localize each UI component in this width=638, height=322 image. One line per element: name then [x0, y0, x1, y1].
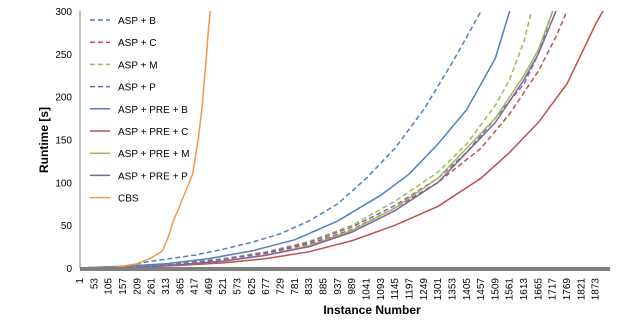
- legend-label: ASP + PRE + B: [118, 105, 188, 116]
- legend-label: ASP + C: [118, 38, 156, 49]
- x-tick-label: 1717: [548, 278, 559, 301]
- y-tick-label: 50: [61, 221, 73, 232]
- x-tick-label: 625: [247, 278, 258, 295]
- x-tick-label: 1821: [576, 278, 587, 301]
- x-tick-label: 313: [161, 278, 172, 295]
- x-tick-label: 1301: [433, 278, 444, 301]
- y-tick-label: 0: [66, 264, 72, 275]
- x-tick-label: 833: [304, 278, 315, 295]
- series-line: [80, 10, 212, 269]
- series-line: [79, 10, 511, 269]
- legend-label: ASP + PRE + M: [118, 149, 190, 160]
- x-tick-label: 1561: [505, 278, 516, 301]
- y-tick-label: 300: [55, 7, 72, 18]
- x-tick-label: 1093: [376, 278, 387, 301]
- series-lines: [79, 10, 604, 269]
- x-tick-label: 105: [104, 278, 115, 295]
- x-tick-label: 417: [190, 278, 201, 295]
- legend-label: ASP + PRE + P: [118, 171, 188, 182]
- series-line: [79, 10, 482, 269]
- series-line: [79, 10, 568, 269]
- x-tick-label: 1041: [361, 278, 372, 301]
- x-tick-label: 781: [290, 278, 301, 295]
- x-tick-label: 1197: [404, 278, 415, 300]
- y-tick-label: 250: [55, 50, 72, 61]
- x-tick-label: 1457: [476, 278, 487, 301]
- x-tick-label: 1249: [419, 278, 430, 301]
- y-tick-label: 200: [55, 93, 72, 104]
- series-line: [79, 10, 554, 269]
- legend-label: ASP + B: [118, 16, 156, 27]
- legend-label: ASP + M: [118, 60, 158, 71]
- x-tick-label: 937: [333, 278, 344, 295]
- x-tick-label: 209: [132, 278, 143, 295]
- x-tick-label: 1405: [462, 278, 473, 301]
- series-line: [79, 10, 604, 269]
- y-tick-label: 150: [55, 136, 72, 147]
- legend-label: CBS: [118, 194, 139, 205]
- x-tick-label: 1613: [519, 278, 530, 301]
- x-axis-ticks: 1 53 105 157 209 261 313 365 417 469 521 573 625 677 7…: [75, 278, 602, 301]
- x-tick-label: 677: [261, 278, 272, 295]
- x-tick-label: 469: [204, 278, 215, 295]
- x-tick-label: 261: [147, 278, 158, 295]
- series-line: [79, 10, 533, 269]
- series-line: [79, 10, 554, 269]
- x-axis-title: Instance Number: [323, 303, 421, 317]
- x-tick-label: 1873: [591, 278, 602, 301]
- x-tick-label: 1665: [533, 278, 544, 301]
- x-tick-label: 365: [175, 278, 186, 295]
- x-tick-label: 989: [347, 278, 358, 295]
- legend-label: ASP + PRE + C: [118, 127, 188, 138]
- x-tick-label: 1: [75, 278, 86, 284]
- x-tick-label: 157: [118, 278, 129, 295]
- y-tick-label: 100: [55, 178, 72, 189]
- legend: ASP + B ASP + C ASP + M ASP + P ASP + PRE + …: [90, 16, 190, 205]
- x-tick-label: 573: [233, 278, 244, 295]
- x-tick-label: 729: [276, 278, 287, 295]
- x-tick-label: 1509: [490, 278, 501, 301]
- series-line: [79, 10, 557, 269]
- legend-label: ASP + P: [118, 83, 156, 94]
- x-tick-label: 53: [89, 278, 100, 290]
- x-tick-label: 1769: [562, 278, 573, 301]
- x-tick-label: 1353: [447, 278, 458, 301]
- x-tick-label: 521: [218, 278, 229, 295]
- x-tick-label: 1145: [390, 278, 401, 300]
- y-axis-title: Runtime [s]: [37, 107, 51, 173]
- x-tick-label: 885: [319, 278, 330, 295]
- y-axis-ticks: 0 50 100 150 200 250 300: [55, 7, 72, 275]
